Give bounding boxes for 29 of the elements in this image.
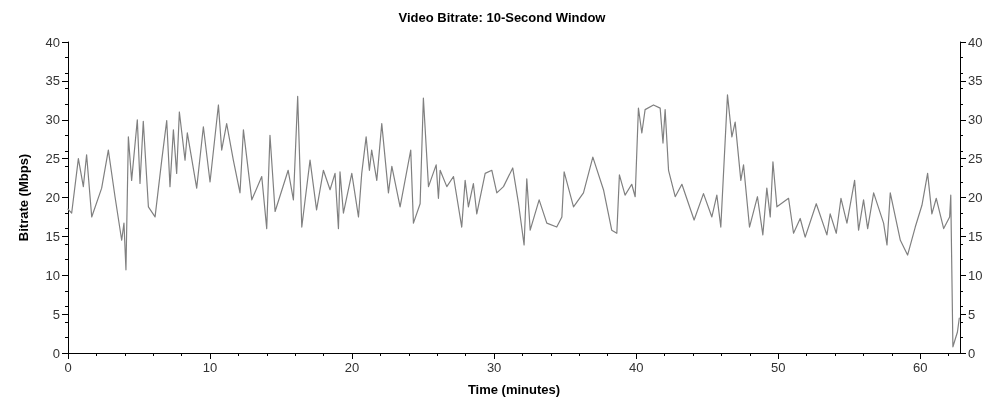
y2-tick-label: 5 bbox=[968, 306, 976, 322]
y-tick-label: 30 bbox=[45, 112, 60, 128]
y2-tick-label: 0 bbox=[968, 345, 976, 361]
y2-tick-label: 20 bbox=[968, 190, 983, 205]
x-axis-title: Time (minutes) bbox=[467, 382, 561, 397]
y2-tick-label: 10 bbox=[968, 267, 983, 283]
y-tick-label: 15 bbox=[45, 228, 60, 244]
y2-tick-label: 35 bbox=[968, 73, 983, 89]
y-tick-label: 40 bbox=[45, 34, 60, 50]
y-tick-label: 35 bbox=[45, 73, 60, 89]
y-tick-label: 10 bbox=[45, 267, 60, 283]
x-tick-label: 20 bbox=[344, 360, 360, 375]
y-axis-title: Bitrate (Mbps) bbox=[16, 153, 31, 242]
y2-tick-label: 15 bbox=[968, 228, 983, 244]
x-tick-label: 50 bbox=[770, 360, 786, 375]
y-tick-label: 25 bbox=[45, 151, 60, 167]
x-tick-label: 10 bbox=[202, 360, 218, 375]
y2-tick-label: 30 bbox=[968, 112, 983, 128]
y2-tick-label: 25 bbox=[968, 151, 983, 167]
x-tick-label: 40 bbox=[628, 360, 644, 375]
x-tick-label: 60 bbox=[912, 360, 928, 375]
y-tick-label: 20 bbox=[45, 190, 60, 205]
x-tick-label: 30 bbox=[486, 360, 502, 375]
chart-title: Video Bitrate: 10-Second Window bbox=[398, 10, 607, 25]
x-tick-label: 0 bbox=[64, 360, 72, 375]
line-series bbox=[67, 94, 960, 348]
y-tick-label: 5 bbox=[52, 306, 60, 322]
y-tick-label: 0 bbox=[52, 345, 60, 361]
y2-tick-label: 40 bbox=[968, 34, 983, 50]
